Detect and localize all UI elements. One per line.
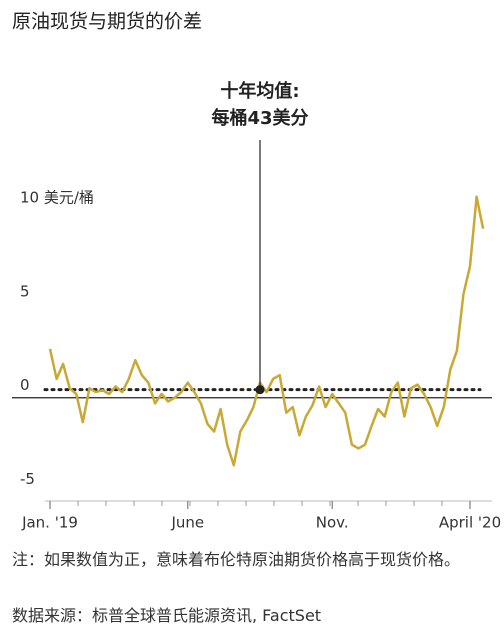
note: 注：如果数值为正，意味着布伦特原油期货价格高于现货价格。 [12,550,461,569]
annotation-dot [255,385,265,395]
x-tick-label: Nov. [316,514,349,532]
y-tick-label: 5 [20,282,30,300]
annotation-text: 十年均值: [220,80,299,102]
y-tick-label: 10 美元/桶 [20,188,94,206]
annotation-text: 每桶43美分 [211,107,308,129]
y-tick-label: 0 [20,376,30,394]
x-tick-label: Jan. '19 [21,514,78,532]
chart: 原油现货与期货的价差 10 美元/桶 5 0 -5 Jan. '19 June Nov. Ap… [12,11,501,532]
x-tick-label: April '20 [439,514,501,532]
source: 数据来源：标普全球普氏能源资讯, FactSet [12,606,322,625]
chart-title: 原油现货与期货的价差 [12,11,202,33]
data-line [48,195,485,467]
x-tick-label: June [170,514,204,532]
y-tick-label: -5 [20,470,35,488]
